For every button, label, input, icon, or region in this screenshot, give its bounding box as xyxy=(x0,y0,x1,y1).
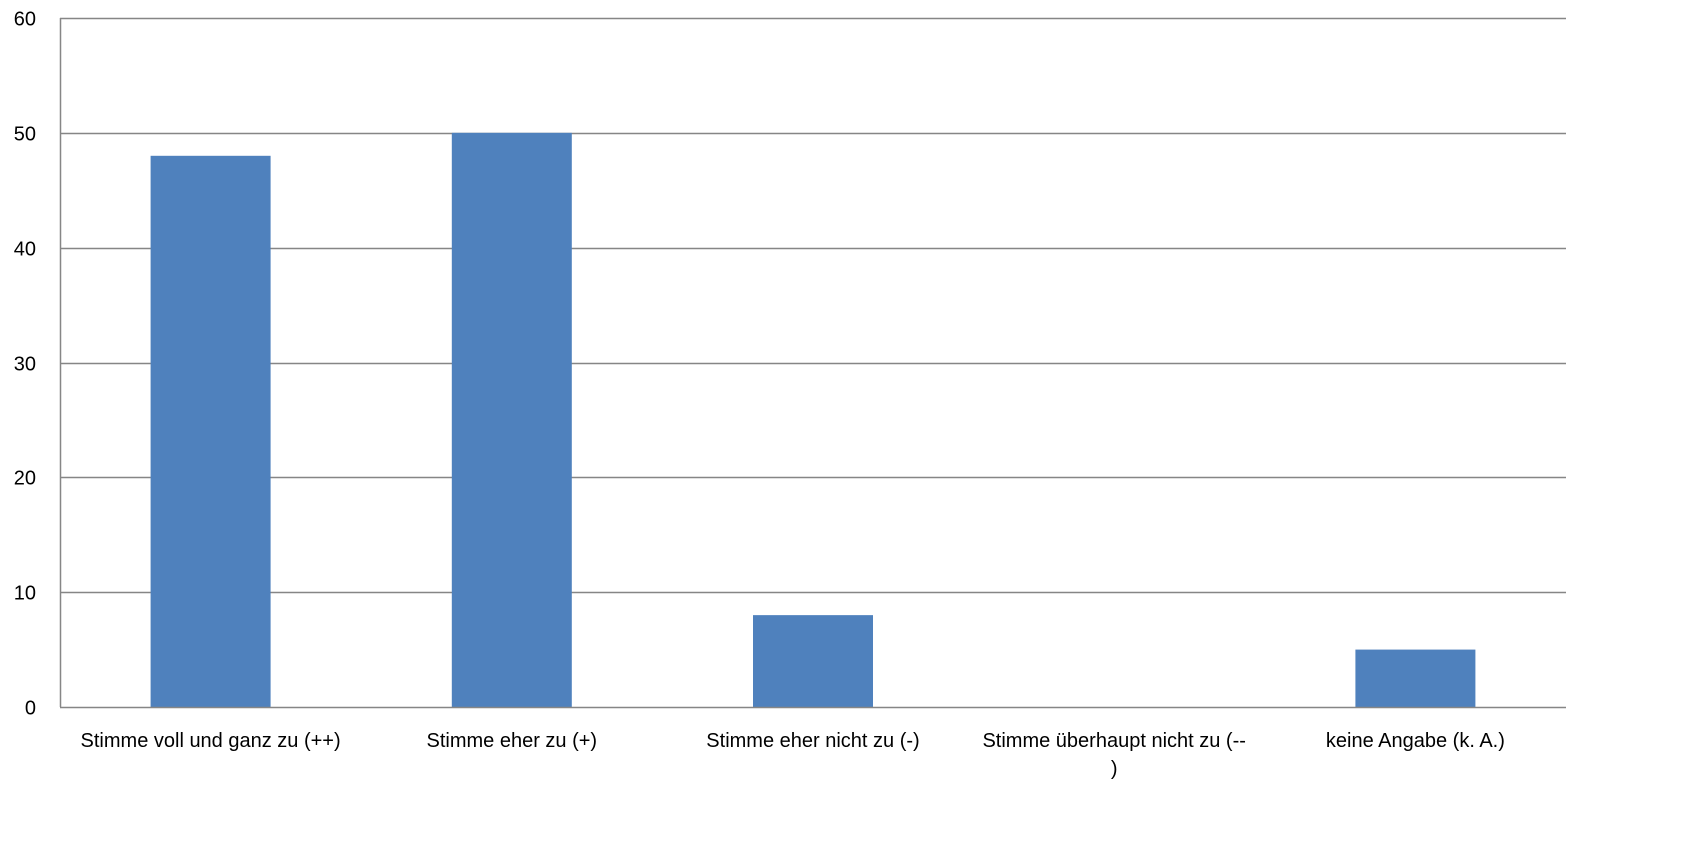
bar xyxy=(150,155,271,708)
x-category-label: Stimme eher zu (+) xyxy=(426,730,597,752)
y-tick-labels: 0 10 20 30 40 50 60 xyxy=(14,9,36,720)
gridlines xyxy=(60,17,1566,594)
y-tick-label: 10 xyxy=(14,583,36,605)
bar xyxy=(1355,649,1476,707)
bars xyxy=(150,132,1476,708)
x-category-labels: Stimme voll und ganz zu (++) Stimme eher … xyxy=(81,730,1505,780)
x-category-label: Stimme eher nicht zu (-) xyxy=(706,730,919,752)
bar xyxy=(451,132,572,708)
y-tick-label: 20 xyxy=(14,468,36,490)
axes xyxy=(59,18,1566,709)
y-tick-label: 0 xyxy=(25,698,36,720)
y-tick-label: 30 xyxy=(14,354,36,376)
x-category-label: ) xyxy=(1111,758,1118,780)
y-tick-label: 40 xyxy=(14,239,36,261)
x-category-label: Stimme voll und ganz zu (++) xyxy=(81,730,341,752)
x-category-label: keine Angabe (k. A.) xyxy=(1326,730,1505,752)
x-category-label: Stimme überhaupt nicht zu (-- xyxy=(982,730,1245,752)
bar xyxy=(753,615,873,707)
y-tick-label: 50 xyxy=(14,124,36,146)
y-tick-label: 60 xyxy=(14,9,36,31)
